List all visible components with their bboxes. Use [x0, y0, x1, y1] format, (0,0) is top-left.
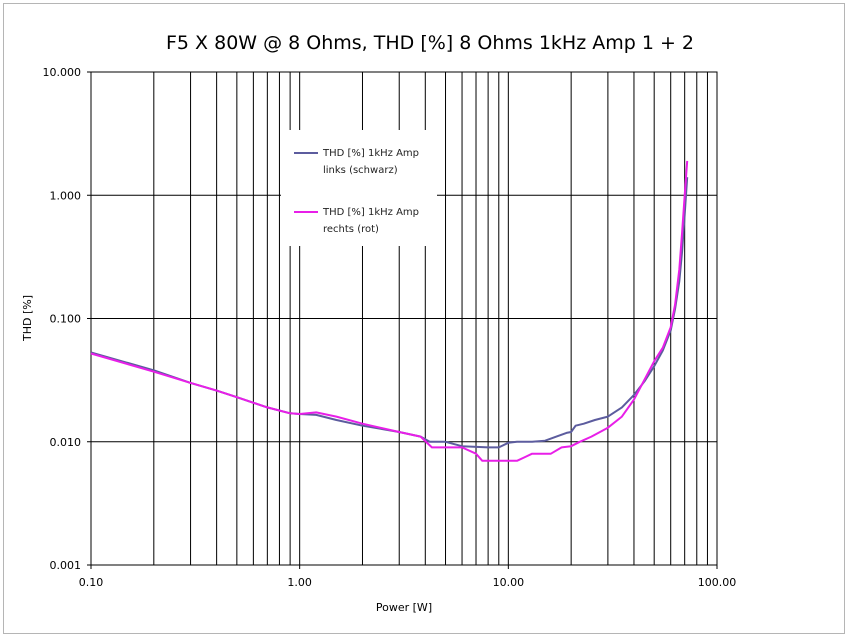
series-lines	[90, 160, 689, 462]
x-tick-label: 0.10	[79, 576, 104, 589]
legend-label-links-2: links (schwarz)	[323, 165, 398, 176]
y-tick-label: 0.001	[50, 559, 82, 572]
y-tick-label: 1.000	[50, 189, 82, 202]
series-line-rechts	[90, 160, 689, 462]
y-axis-ticks: 0.001 0.010 0.100 1.000 10.000	[43, 66, 91, 572]
y-axis-title: THD [%]	[21, 295, 34, 342]
legend: THD [%] 1kHz Amp links (schwarz) THD [%]…	[281, 130, 437, 246]
x-tick-label: 100.00	[698, 576, 737, 589]
y-tick-label: 0.010	[50, 436, 82, 449]
x-tick-label: 10.00	[493, 576, 525, 589]
legend-label-rechts-2: rechts (rot)	[323, 224, 379, 235]
chart-title: F5 X 80W @ 8 Ohms, THD [%] 8 Ohms 1kHz A…	[166, 32, 694, 54]
x-axis-title: Power [W]	[376, 601, 432, 614]
y-tick-label: 0.100	[50, 313, 82, 326]
legend-label-rechts-1: THD [%] 1kHz Amp	[322, 207, 419, 218]
legend-box	[281, 130, 437, 246]
y-tick-label: 10.000	[43, 66, 82, 79]
x-tick-label: 1.00	[287, 576, 312, 589]
x-axis-ticks: 0.10 1.00 10.00 100.00	[79, 565, 737, 589]
legend-label-links-1: THD [%] 1kHz Amp	[322, 148, 419, 159]
